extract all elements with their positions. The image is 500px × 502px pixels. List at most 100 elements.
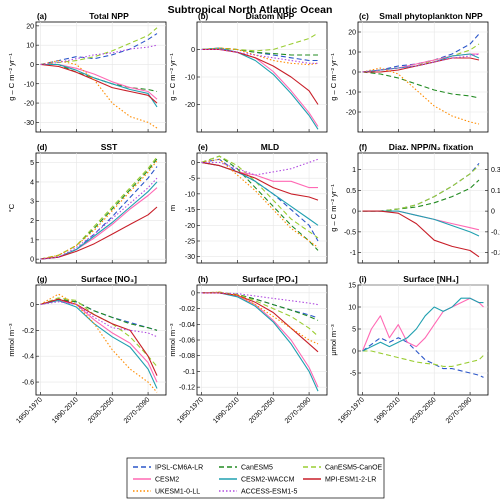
y-axis-label: g – C m⁻² yr⁻¹	[329, 184, 338, 232]
y-tick-label: 10	[26, 43, 34, 50]
series-line-cesm2-waccm	[362, 297, 484, 352]
legend-item: CanESM5	[219, 465, 273, 472]
y-tick-label: -0.08	[179, 353, 195, 360]
series-group	[201, 32, 319, 130]
panel-e: 0 -5 -10 -15 -20 -25 -30 m (e) MLD	[168, 142, 328, 264]
legend-item: CanESM5-CanOE	[303, 465, 383, 472]
y-tick-label: 0	[30, 62, 34, 69]
y-axis-label: °C	[7, 203, 16, 212]
series-line-canesm5	[201, 155, 319, 251]
series-line-ukesm1-0-ll	[201, 47, 319, 66]
panel-letter: (a)	[37, 12, 47, 21]
series-group	[361, 297, 484, 378]
legend-item: IPSL-CM6A-LR	[133, 465, 203, 472]
panel-c: 20 10 0 -10 -20 g – C m⁻² yr⁻¹ (c) Small phytop…	[329, 11, 489, 133]
legend-label: MPI-ESM1-2-LR	[325, 477, 376, 484]
panel-title: Surface [NO₃]	[81, 274, 137, 284]
y-axis-label: g – C m⁻² yr⁻¹	[7, 53, 16, 101]
y-tick-label: -0.4	[22, 354, 34, 361]
y-tick-label: 0	[30, 302, 34, 309]
series-group	[201, 155, 319, 251]
legend-item: UKESM1-0-LL	[133, 489, 200, 496]
y-tick-label: -15	[185, 207, 195, 214]
y-tick-label: 0	[352, 209, 356, 216]
series-line-mpi-esm1-2-lr	[40, 206, 158, 260]
y-tick-label: -5	[189, 176, 195, 183]
y-tick-label: -30	[24, 120, 34, 127]
series-line-access-esm1-5	[201, 48, 318, 64]
legend-label: ACCESS-ESM1-5	[241, 489, 298, 496]
y-tick-label: -0.04	[179, 322, 195, 329]
legend-label: CanESM5	[241, 465, 273, 472]
y-right-tick-label: -0.15	[491, 229, 500, 236]
panel-title: Small phytoplankton NPP	[379, 11, 483, 21]
legend-item: MPI-ESM1-2-LR	[303, 477, 376, 484]
y-tick-label: 20	[26, 23, 34, 30]
plot-frame	[357, 152, 489, 264]
y-tick-label: 4	[30, 179, 34, 186]
y-tick-label: 2	[30, 218, 34, 225]
y-tick-label: -20	[24, 101, 34, 108]
y-tick-label: 10	[348, 305, 356, 312]
panel-letter: (c)	[359, 12, 369, 21]
series-line-access-esm1-5	[362, 53, 480, 73]
y-tick-label: -0.5	[344, 229, 356, 236]
y-tick-label: -10	[346, 90, 356, 97]
panel-title: Total NPP	[89, 11, 129, 21]
series-line-cesm2	[361, 297, 484, 352]
series-line-mpi-esm1-2-lr	[362, 210, 480, 258]
series-line-ukesm1-0-ll	[362, 67, 480, 125]
y-right-tick-label: 0	[491, 209, 495, 216]
series-line-canesm5	[40, 158, 158, 260]
y-axis-label: g – C m⁻² yr⁻¹	[329, 53, 338, 101]
y-tick-label: 1	[352, 167, 356, 174]
y-tick-label: 0	[30, 257, 34, 264]
y-tick-label: -10	[24, 81, 34, 88]
plot-frame	[35, 152, 167, 264]
series-line-canesm5-canoe	[362, 43, 480, 73]
y-tick-label: -1	[350, 250, 356, 257]
series-line-canesm5	[40, 298, 158, 331]
y-tick-label: -0.2	[22, 328, 34, 335]
series-line-access-esm1-5	[40, 44, 158, 66]
y-tick-label: -25	[185, 239, 195, 246]
panel-letter: (f)	[359, 143, 367, 152]
series-line-canesm5	[362, 71, 480, 99]
series-line-ukesm1-0-ll	[40, 60, 158, 129]
y-tick-label: 0	[191, 290, 195, 297]
legend-label: IPSL-CM6A-LR	[155, 465, 203, 472]
panel-d: 0 1 2 3 4 5 °C (d) SST	[7, 142, 167, 264]
series-line-canesm5-canoe	[362, 350, 484, 367]
panel-title: SST	[101, 142, 118, 152]
panel-b: 0 -10 -20 g – C m⁻² yr⁻¹ (b) Diatom NPP	[168, 11, 328, 133]
panel-title: Surface [NH₄]	[403, 274, 459, 284]
legend-box	[126, 457, 385, 499]
y-tick-label: 5	[30, 160, 34, 167]
series-line-cesm2-waccm	[201, 47, 319, 130]
legend-label: UKESM1-0-LL	[155, 489, 200, 496]
legend-item: ACCESS-ESM1-5	[219, 489, 298, 496]
series-line-access-esm1-5	[201, 292, 319, 306]
series-line-canesm5-canoe	[201, 291, 319, 337]
panel-letter: (h)	[198, 275, 209, 284]
series-line-mpi-esm1-2-lr	[201, 161, 319, 201]
series-line-cesm2-waccm	[40, 63, 158, 108]
panel-letter: (g)	[37, 275, 48, 284]
y-tick-label: 1	[30, 237, 34, 244]
y-right-tick-label: -0.3	[491, 250, 500, 257]
series-line-canesm5-canoe	[40, 297, 158, 367]
y-right-tick-label: 0.3	[491, 167, 500, 174]
series-group	[362, 33, 480, 125]
y-tick-label: 3	[30, 199, 34, 206]
panel-letter: (b)	[198, 12, 209, 21]
y-tick-label: -10	[185, 191, 195, 198]
plot-frame	[35, 284, 167, 396]
series-group	[362, 163, 480, 258]
y-axis-label: g – C m⁻² yr⁻¹	[168, 53, 177, 101]
panel-title: Diatom NPP	[246, 11, 295, 21]
series-line-ipsl-cm6a-lr	[362, 33, 480, 73]
y-tick-label: -20	[185, 223, 195, 230]
y-tick-label: -10	[185, 75, 195, 82]
series-line-ukesm1-0-ll	[201, 158, 319, 248]
